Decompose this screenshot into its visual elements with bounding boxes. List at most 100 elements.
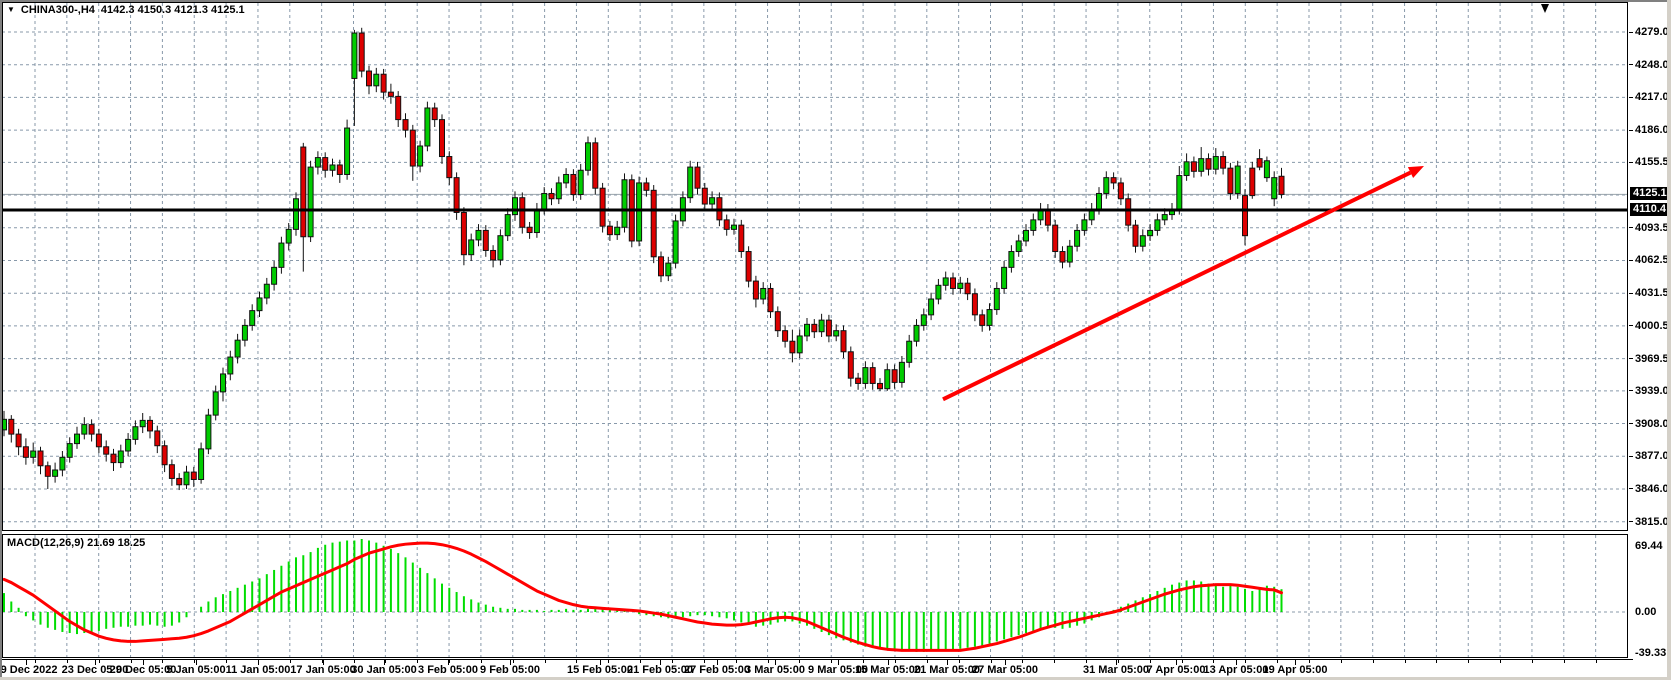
bear-candle <box>300 146 307 238</box>
bull-candle <box>198 448 205 480</box>
bull-candle <box>1103 177 1110 194</box>
bull-candle <box>555 182 562 200</box>
time-axis-minor-tick <box>289 660 291 663</box>
bear-candle <box>176 477 183 486</box>
bull-candle <box>672 220 679 264</box>
time-axis-minor-tick <box>385 660 387 663</box>
time-axis-label: 17 Jan 05:00 <box>290 664 356 676</box>
bear-candle <box>1205 158 1212 170</box>
bull-candle <box>117 450 124 464</box>
macd-pane-border <box>2 534 1628 658</box>
bear-candle <box>88 424 95 435</box>
bear-candle <box>606 225 613 236</box>
bear-candle <box>490 249 497 261</box>
time-axis-label: 27 Feb 05:00 <box>683 664 751 676</box>
bear-candle <box>336 164 343 175</box>
symbol-dropdown-icon[interactable]: ▼ <box>7 5 15 14</box>
bear-candle <box>147 419 153 432</box>
bull-candle <box>913 324 920 342</box>
price-axis[interactable]: 4279.0 4248.0 4217.0 4186.0 4155.5 4093.5 4062… <box>1629 0 1671 659</box>
bull-candle <box>541 192 548 210</box>
time-axis-minor-tick <box>1054 660 1056 663</box>
price-axis-tick <box>1629 521 1633 523</box>
time-axis-minor-tick <box>926 660 928 663</box>
time-axis-tick <box>323 660 324 665</box>
time-axis-tick <box>888 660 889 665</box>
price-axis-label: 3815.0 <box>1635 515 1669 528</box>
bear-candle <box>650 189 657 258</box>
bear-candle <box>723 219 730 230</box>
bull-candle <box>1271 177 1278 200</box>
bear-candle <box>402 119 409 131</box>
bear-candle <box>745 251 752 282</box>
price-axis-tick <box>1629 455 1633 457</box>
bull-candle <box>1074 229 1081 247</box>
hline-price-badge[interactable]: 4110.4 <box>1630 202 1670 216</box>
price-axis-label: 3846.0 <box>1635 482 1669 495</box>
time-axis-minor-tick <box>321 660 323 663</box>
current-price-badge[interactable]: 4125.1 <box>1630 187 1670 201</box>
bear-candle <box>482 229 489 251</box>
bull-candle <box>862 367 869 384</box>
bull-candle <box>1176 175 1183 210</box>
time-axis-label: 23 Dec 05:00 <box>61 664 129 676</box>
time-axis[interactable]: 19 Dec 2022 23 Dec 05:00 29 Dec 05:00 5 Jan… <box>0 659 1671 677</box>
bull-candle <box>424 107 431 147</box>
bear-candle <box>847 351 854 379</box>
time-axis-minor-tick <box>1531 660 1533 663</box>
bull-candle <box>621 179 628 228</box>
bull-candle <box>614 226 621 236</box>
bull-candle <box>957 282 964 289</box>
bear-candle <box>44 465 51 477</box>
bull-candle <box>563 173 570 184</box>
time-axis-minor-tick <box>1372 660 1374 663</box>
bear-candle <box>103 446 110 455</box>
time-axis-label: 9 Mar 05:00 <box>808 664 868 676</box>
chart-plot-area[interactable] <box>0 0 1671 659</box>
bear-candle <box>1132 224 1139 247</box>
bear-candle <box>409 129 416 167</box>
price-axis-tick <box>1629 129 1633 131</box>
time-axis-tick <box>95 660 96 665</box>
time-axis-tick <box>510 660 511 665</box>
price-axis-label: 4186.0 <box>1635 124 1669 137</box>
bull-candle <box>183 471 190 486</box>
price-axis-tick <box>1629 390 1633 392</box>
bull-candle <box>205 414 212 450</box>
trend-arrow-head[interactable] <box>1407 166 1424 178</box>
time-axis-minor-tick <box>672 660 673 663</box>
chart-shift-marker[interactable] <box>1541 4 1549 13</box>
time-axis-tick <box>1176 660 1177 665</box>
bull-candle <box>577 169 584 196</box>
time-axis-minor-tick <box>130 660 132 663</box>
bull-candle <box>1023 229 1029 242</box>
time-axis-minor-tick <box>894 660 896 663</box>
bull-candle <box>1139 235 1146 247</box>
price-axis-label: 4093.5 <box>1635 221 1669 234</box>
bull-candle <box>329 164 336 171</box>
time-axis-minor-tick <box>35 660 36 663</box>
time-axis-tick <box>384 660 385 665</box>
time-axis-minor-tick <box>353 660 355 663</box>
bull-candle <box>920 314 927 326</box>
time-axis-minor-tick <box>831 660 833 663</box>
price-axis-tick <box>1629 96 1633 98</box>
bear-candle <box>774 311 781 332</box>
price-axis-label: 3969.5 <box>1635 352 1669 365</box>
price-axis-label: 4217.0 <box>1635 91 1669 104</box>
bull-candle <box>234 339 241 358</box>
bear-candle <box>971 293 978 316</box>
bear-candle <box>643 182 650 191</box>
price-axis-tick <box>1629 64 1633 66</box>
macd-name: MACD(12,26,9) <box>7 537 85 549</box>
bear-candle <box>701 187 708 205</box>
time-axis-label: 21 Mar 05:00 <box>913 664 981 676</box>
bull-candle <box>665 262 672 277</box>
bear-candle <box>1044 208 1051 226</box>
bear-candle <box>592 142 599 189</box>
time-axis-minor-tick <box>1022 660 1024 663</box>
trend-arrow-line[interactable] <box>942 170 1412 402</box>
bull-candle <box>468 239 475 256</box>
bear-candle <box>950 277 956 289</box>
bull-candle <box>249 310 256 326</box>
